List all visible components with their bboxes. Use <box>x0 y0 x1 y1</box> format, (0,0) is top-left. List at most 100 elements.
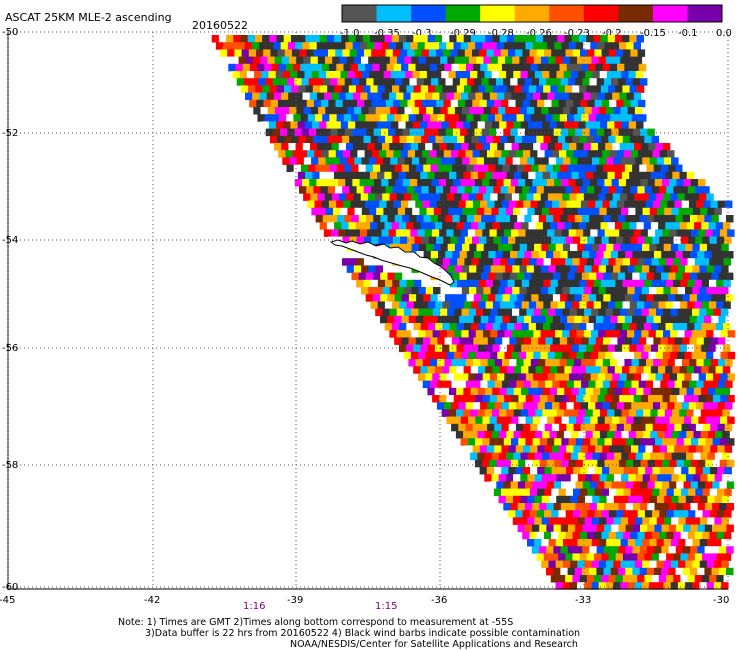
swath-cell <box>622 35 630 43</box>
swath-cell <box>312 85 321 93</box>
swath-cell <box>654 459 663 468</box>
swath-cell <box>565 279 573 288</box>
swath-cell <box>288 92 296 101</box>
swath-cell <box>354 157 362 165</box>
swath-cell <box>668 524 677 533</box>
swath-cell <box>596 164 604 173</box>
swath-cell <box>697 546 705 554</box>
swath-cell <box>719 229 728 237</box>
swath-cell <box>670 308 678 317</box>
swath-cell <box>578 431 586 439</box>
legend-label: -0.35 <box>374 28 400 39</box>
swath-cell <box>644 510 653 518</box>
swath-cell <box>550 553 559 561</box>
swath-cell <box>692 287 700 295</box>
swath-cell <box>546 179 555 187</box>
swath-cell <box>708 222 716 230</box>
swath-cell <box>466 215 475 223</box>
swath-cell <box>570 71 579 79</box>
swath-cell <box>552 380 560 389</box>
swath-cell <box>235 63 243 72</box>
swath-cell <box>722 222 731 230</box>
swath-cell <box>456 323 465 331</box>
swath-cell <box>626 459 634 468</box>
swath-cell <box>602 467 610 475</box>
swath-cell <box>457 236 466 245</box>
swath-cell <box>376 71 384 79</box>
swath-cell <box>498 157 506 165</box>
swath-cell <box>442 222 450 230</box>
swath-cell <box>368 287 376 295</box>
swath-cell <box>466 114 474 122</box>
swath-cell <box>423 294 431 302</box>
swath-cell <box>555 265 563 273</box>
swath-cell <box>685 474 694 482</box>
swath-cell <box>490 107 499 115</box>
swath-cell <box>597 42 605 50</box>
swath-cell <box>571 35 580 43</box>
swath-cell <box>540 143 548 151</box>
swath-cell <box>348 35 356 43</box>
swath-cell <box>664 517 672 525</box>
swath-cell <box>334 85 342 93</box>
swath-cell <box>675 251 684 259</box>
swath-cell <box>333 121 342 129</box>
swath-cell <box>326 121 334 129</box>
swath-cell <box>467 128 475 137</box>
swath-cell <box>449 387 457 396</box>
swath-cell <box>578 222 587 230</box>
swath-cell <box>508 488 516 497</box>
swath-cell <box>335 49 343 57</box>
swath-cell <box>620 243 628 252</box>
swath-cell <box>413 366 421 374</box>
swath-cell <box>581 315 590 324</box>
swath-cell <box>581 380 589 389</box>
swath-cell <box>372 63 380 72</box>
swath-cell <box>514 258 523 266</box>
swath-cell <box>493 236 502 245</box>
swath-cell <box>382 143 390 151</box>
swath-cell <box>473 337 481 345</box>
swath-cell <box>505 265 513 273</box>
swath-cell <box>691 395 699 403</box>
swath-cell <box>563 517 571 525</box>
swath-cell <box>303 56 311 65</box>
swath-cell <box>541 56 549 65</box>
swath-cell <box>687 575 696 583</box>
swath-cell <box>610 359 618 367</box>
swath-cell <box>605 56 614 65</box>
swath-cell <box>479 186 487 194</box>
swath-cell <box>380 294 388 302</box>
swath-cell <box>593 387 601 396</box>
swath-cell <box>709 279 717 288</box>
swath-cell <box>371 186 379 194</box>
swath-cell <box>619 229 627 237</box>
swath-cell <box>500 85 508 93</box>
swath-cell <box>557 222 565 230</box>
swath-cell <box>612 416 620 425</box>
swath-cell <box>501 63 510 72</box>
swath-cell <box>701 323 709 331</box>
swath-cell <box>430 164 438 173</box>
swath-cell <box>307 200 315 209</box>
swath-cell <box>589 215 597 223</box>
swath-cell <box>390 107 398 115</box>
swath-cell <box>473 114 481 122</box>
swath-cell <box>426 71 435 79</box>
swath-cell <box>470 387 479 396</box>
swath-cell <box>555 582 563 590</box>
swath-cell <box>514 344 522 353</box>
swath-cell <box>487 63 495 72</box>
swath-cell <box>625 215 633 223</box>
swath-cell <box>416 78 425 86</box>
swath-cell <box>437 359 445 367</box>
swath-cell <box>611 524 619 533</box>
swath-cell <box>401 294 410 302</box>
swath-cell <box>330 179 339 187</box>
swath-cell <box>507 85 515 93</box>
swath-cell <box>443 236 451 245</box>
swath-cell <box>719 503 727 511</box>
swath-cell <box>578 366 587 374</box>
swath-cell <box>652 488 660 497</box>
swath-cell <box>641 287 650 295</box>
